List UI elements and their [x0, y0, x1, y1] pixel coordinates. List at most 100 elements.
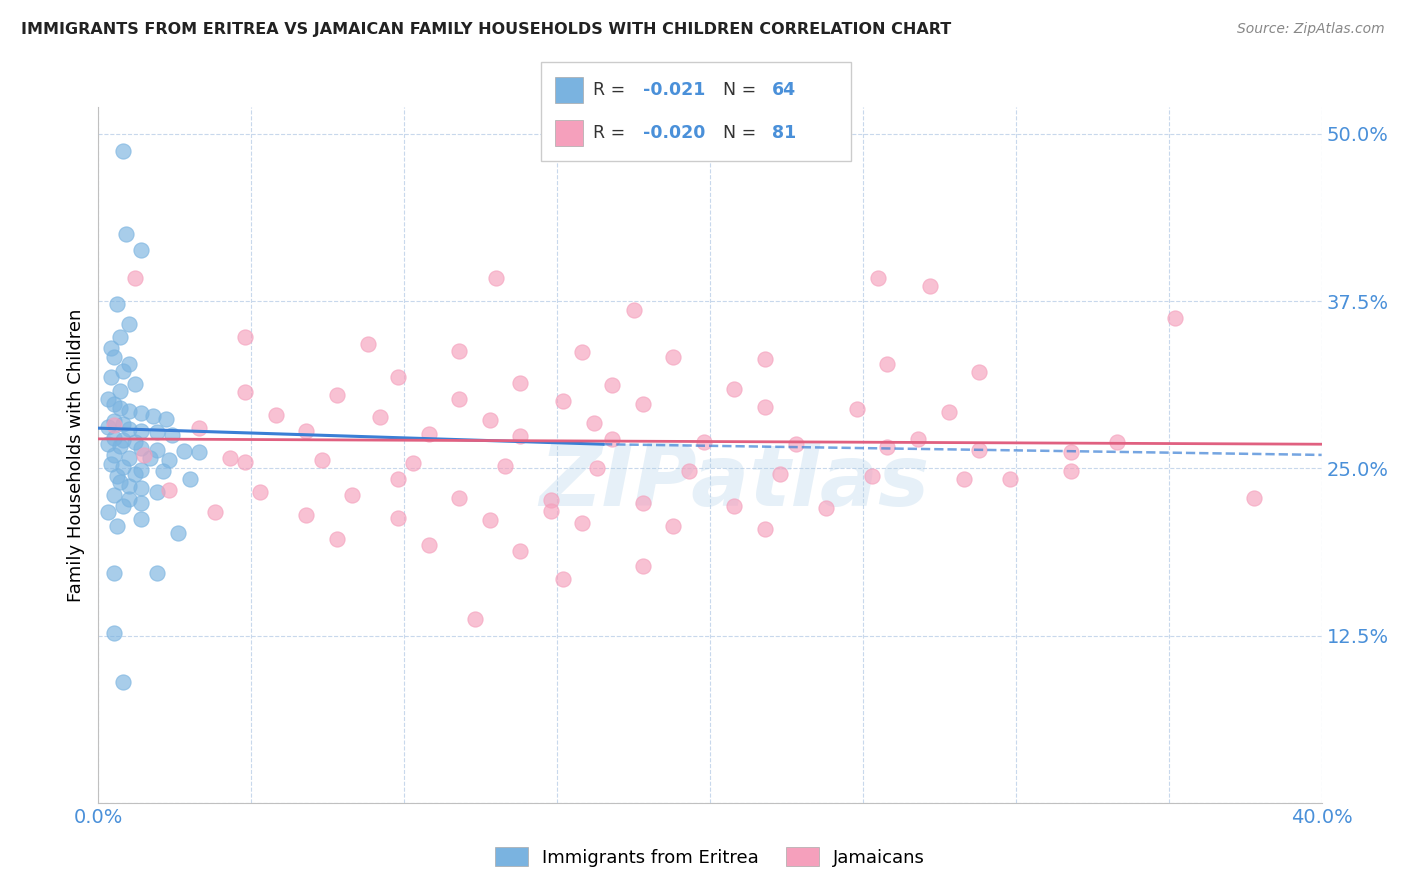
Text: -0.020: -0.020	[643, 124, 704, 142]
Point	[1243, 491, 1265, 505]
Text: IMMIGRANTS FROM ERITREA VS JAMAICAN FAMILY HOUSEHOLDS WITH CHILDREN CORRELATION : IMMIGRANTS FROM ERITREA VS JAMAICAN FAMI…	[21, 22, 952, 37]
Point	[167, 525, 190, 540]
Point	[118, 317, 141, 331]
Point	[233, 455, 256, 469]
Point	[326, 388, 349, 402]
Point	[118, 423, 141, 437]
Point	[129, 463, 152, 477]
Text: 81: 81	[772, 124, 796, 142]
Point	[662, 350, 685, 364]
Point	[103, 418, 125, 433]
Point	[387, 510, 409, 524]
Point	[1105, 434, 1128, 449]
Point	[1164, 311, 1187, 326]
Text: -0.021: -0.021	[643, 81, 704, 99]
Point	[387, 472, 409, 486]
Point	[553, 573, 575, 587]
Point	[134, 448, 156, 462]
Text: N =: N =	[723, 81, 762, 99]
Point	[103, 488, 125, 502]
Point	[387, 370, 409, 384]
Point	[876, 440, 898, 454]
Text: Source: ZipAtlas.com: Source: ZipAtlas.com	[1237, 22, 1385, 37]
Point	[815, 501, 838, 516]
Point	[600, 378, 623, 392]
Point	[142, 409, 165, 424]
Point	[907, 432, 929, 446]
Point	[295, 424, 318, 438]
Point	[402, 456, 425, 470]
Point	[129, 424, 152, 438]
Point	[124, 271, 146, 285]
Point	[111, 675, 134, 690]
Point	[111, 499, 134, 513]
Point	[449, 343, 471, 358]
Point	[103, 626, 125, 640]
Point	[464, 613, 486, 627]
Point	[111, 145, 134, 159]
Point	[179, 472, 201, 486]
Point	[105, 297, 128, 311]
Point	[233, 330, 256, 344]
Point	[662, 519, 685, 533]
Point	[129, 482, 152, 496]
Point	[160, 428, 183, 442]
Point	[723, 383, 745, 397]
Text: 64: 64	[772, 81, 796, 99]
Point	[509, 429, 531, 443]
Point	[678, 464, 700, 478]
Point	[129, 496, 152, 510]
Point	[449, 491, 471, 505]
Point	[100, 458, 122, 472]
Point	[754, 351, 776, 366]
Point	[115, 227, 138, 242]
Point	[111, 460, 134, 475]
Point	[494, 458, 516, 473]
Point	[571, 344, 593, 359]
Point	[157, 483, 180, 497]
Point	[129, 512, 152, 526]
Point	[876, 357, 898, 371]
Point	[631, 397, 654, 411]
Point	[129, 407, 152, 421]
Point	[108, 439, 131, 453]
Point	[105, 519, 128, 533]
Point	[103, 566, 125, 580]
Point	[118, 404, 141, 418]
Point	[111, 417, 134, 432]
Y-axis label: Family Households with Children: Family Households with Children	[66, 309, 84, 601]
Point	[967, 365, 990, 379]
Point	[920, 279, 942, 293]
Point	[631, 496, 654, 510]
Point	[485, 271, 508, 285]
Text: R =: R =	[593, 81, 631, 99]
Point	[103, 350, 125, 364]
Point	[139, 450, 162, 465]
Point	[623, 303, 645, 318]
Point	[188, 421, 211, 435]
Point	[155, 412, 177, 426]
Point	[233, 385, 256, 400]
Point	[103, 397, 125, 411]
Point	[582, 416, 605, 430]
Point	[97, 505, 120, 519]
Point	[586, 461, 609, 475]
Point	[845, 402, 868, 417]
Point	[108, 475, 131, 489]
Point	[129, 244, 152, 258]
Legend: Immigrants from Eritrea, Jamaicans: Immigrants from Eritrea, Jamaicans	[488, 839, 932, 874]
Text: N =: N =	[723, 124, 762, 142]
Point	[108, 401, 131, 416]
Point	[600, 432, 623, 446]
Point	[124, 434, 146, 449]
Point	[295, 508, 318, 523]
Point	[342, 488, 364, 502]
Point	[938, 405, 960, 419]
Point	[723, 499, 745, 513]
Text: ZIPatlas: ZIPatlas	[540, 442, 929, 524]
Point	[249, 485, 271, 500]
Point	[118, 479, 141, 493]
Point	[111, 434, 134, 448]
Point	[953, 472, 976, 486]
Point	[326, 532, 349, 546]
